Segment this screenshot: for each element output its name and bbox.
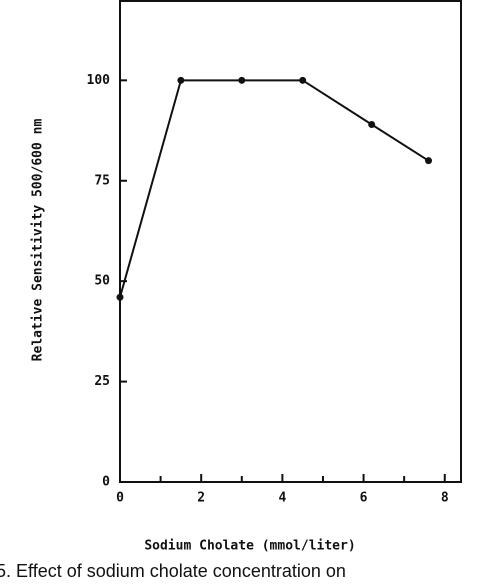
data-point: [425, 157, 433, 165]
y-tick-label: 75: [94, 173, 110, 188]
caption: 5. Effect of sodium cholate concentratio…: [0, 561, 346, 581]
x-tick-label: 8: [441, 491, 449, 506]
y-tick-label: 100: [87, 73, 111, 88]
plot-frame: [119, 0, 462, 483]
data-point: [368, 121, 376, 129]
data-line: [119, 79, 430, 298]
x-tick-label: 2: [197, 491, 205, 506]
data-point: [299, 76, 307, 84]
y-tick-label: 25: [94, 374, 110, 389]
y-axis-label: Relative Sensitivity 500/600 nm: [31, 119, 46, 362]
y-tick-label: 50: [94, 274, 110, 289]
data-point: [116, 293, 124, 301]
data-point: [238, 76, 246, 84]
x-tick-label: 0: [116, 491, 124, 506]
x-axis-label: Sodium Cholate (mmol/liter): [144, 539, 355, 554]
x-tick-label: 4: [278, 491, 286, 506]
data-point: [177, 76, 185, 84]
y-tick-label: 0: [102, 475, 110, 490]
x-tick-label: 6: [360, 491, 368, 506]
